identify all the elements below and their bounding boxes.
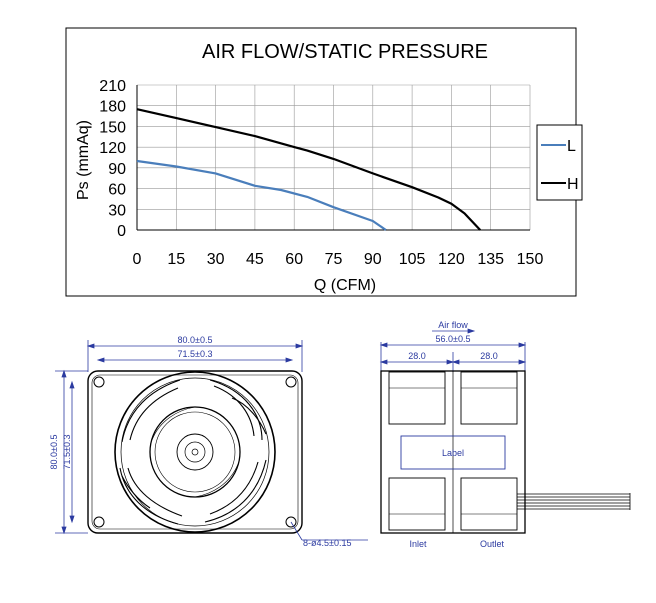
x-tick-label: 30 bbox=[207, 251, 225, 268]
x-tick-label: 135 bbox=[477, 251, 504, 268]
air-flow-arrow bbox=[432, 328, 476, 334]
side-body bbox=[380, 370, 526, 534]
dim-overall-height-label: 80.0±0.5 bbox=[49, 435, 59, 470]
dim-hole-width bbox=[96, 357, 294, 363]
legend-label-h: H bbox=[567, 176, 579, 193]
lead-wires bbox=[517, 493, 631, 510]
dim-half-right-label: 28.0 bbox=[480, 351, 498, 361]
airflow-pressure-chart: AIR FLOW/STATIC PRESSURE 0 15 30 45 60 75 90 10… bbox=[65, 27, 583, 297]
outlet-label: Outlet bbox=[480, 539, 505, 549]
y-tick-label: 90 bbox=[108, 161, 126, 178]
legend-label-l: L bbox=[567, 138, 576, 155]
y-axis-label: Ps (mmAq) bbox=[75, 120, 92, 200]
label-box bbox=[400, 435, 506, 470]
x-tick-label: 15 bbox=[167, 251, 185, 268]
y-tick-label: 210 bbox=[99, 78, 126, 95]
x-tick-label: 105 bbox=[399, 251, 426, 268]
dim-depth bbox=[379, 342, 527, 372]
axes: 0 15 30 45 60 75 90 105 120 135 150 0 30 60 90 120 150 18… bbox=[99, 78, 543, 268]
fan-blades bbox=[119, 379, 267, 525]
hole-callout bbox=[290, 521, 368, 541]
dim-half-left-label: 28.0 bbox=[408, 351, 426, 361]
dim-overall-width bbox=[86, 340, 304, 372]
x-tick-label: 0 bbox=[133, 251, 142, 268]
x-tick-label: 150 bbox=[517, 251, 544, 268]
x-axis-label: Q (CFM) bbox=[314, 277, 376, 294]
legend-box bbox=[536, 124, 583, 201]
y-tick-label: 150 bbox=[99, 119, 126, 136]
y-tick-label: 0 bbox=[117, 223, 126, 240]
dim-depth-label: 56.0±0.5 bbox=[436, 334, 471, 344]
y-tick-label: 30 bbox=[108, 202, 126, 219]
x-tick-label: 60 bbox=[285, 251, 303, 268]
x-tick-label: 45 bbox=[246, 251, 264, 268]
fan-frame bbox=[87, 370, 303, 534]
chart-title: AIR FLOW/STATIC PRESSURE bbox=[202, 41, 488, 63]
series-line-l bbox=[136, 159, 387, 231]
x-tick-label: 75 bbox=[325, 251, 343, 268]
hole-callout-label: 8-ø4.5±0.15 bbox=[303, 538, 351, 548]
label-box-text: Label bbox=[442, 448, 464, 458]
x-tick-label: 90 bbox=[364, 251, 382, 268]
dim-hole-width-label: 71.5±0.3 bbox=[178, 349, 213, 359]
y-tick-label: 180 bbox=[99, 99, 126, 116]
y-tick-label: 60 bbox=[108, 182, 126, 199]
series-line-h bbox=[136, 108, 481, 231]
dim-overall-height bbox=[55, 369, 88, 535]
inlet-label: Inlet bbox=[409, 539, 427, 549]
fan-hub bbox=[149, 406, 241, 498]
dim-hole-height-label: 71.5±0.3 bbox=[62, 435, 72, 470]
dim-overall-width-label: 80.0±0.5 bbox=[178, 335, 213, 345]
series-lines bbox=[136, 108, 481, 231]
x-tick-label: 120 bbox=[438, 251, 465, 268]
air-flow-label: Air flow bbox=[438, 320, 468, 330]
mounting-holes bbox=[93, 376, 297, 528]
y-tick-label: 120 bbox=[99, 140, 126, 157]
legend: L H bbox=[536, 124, 583, 201]
